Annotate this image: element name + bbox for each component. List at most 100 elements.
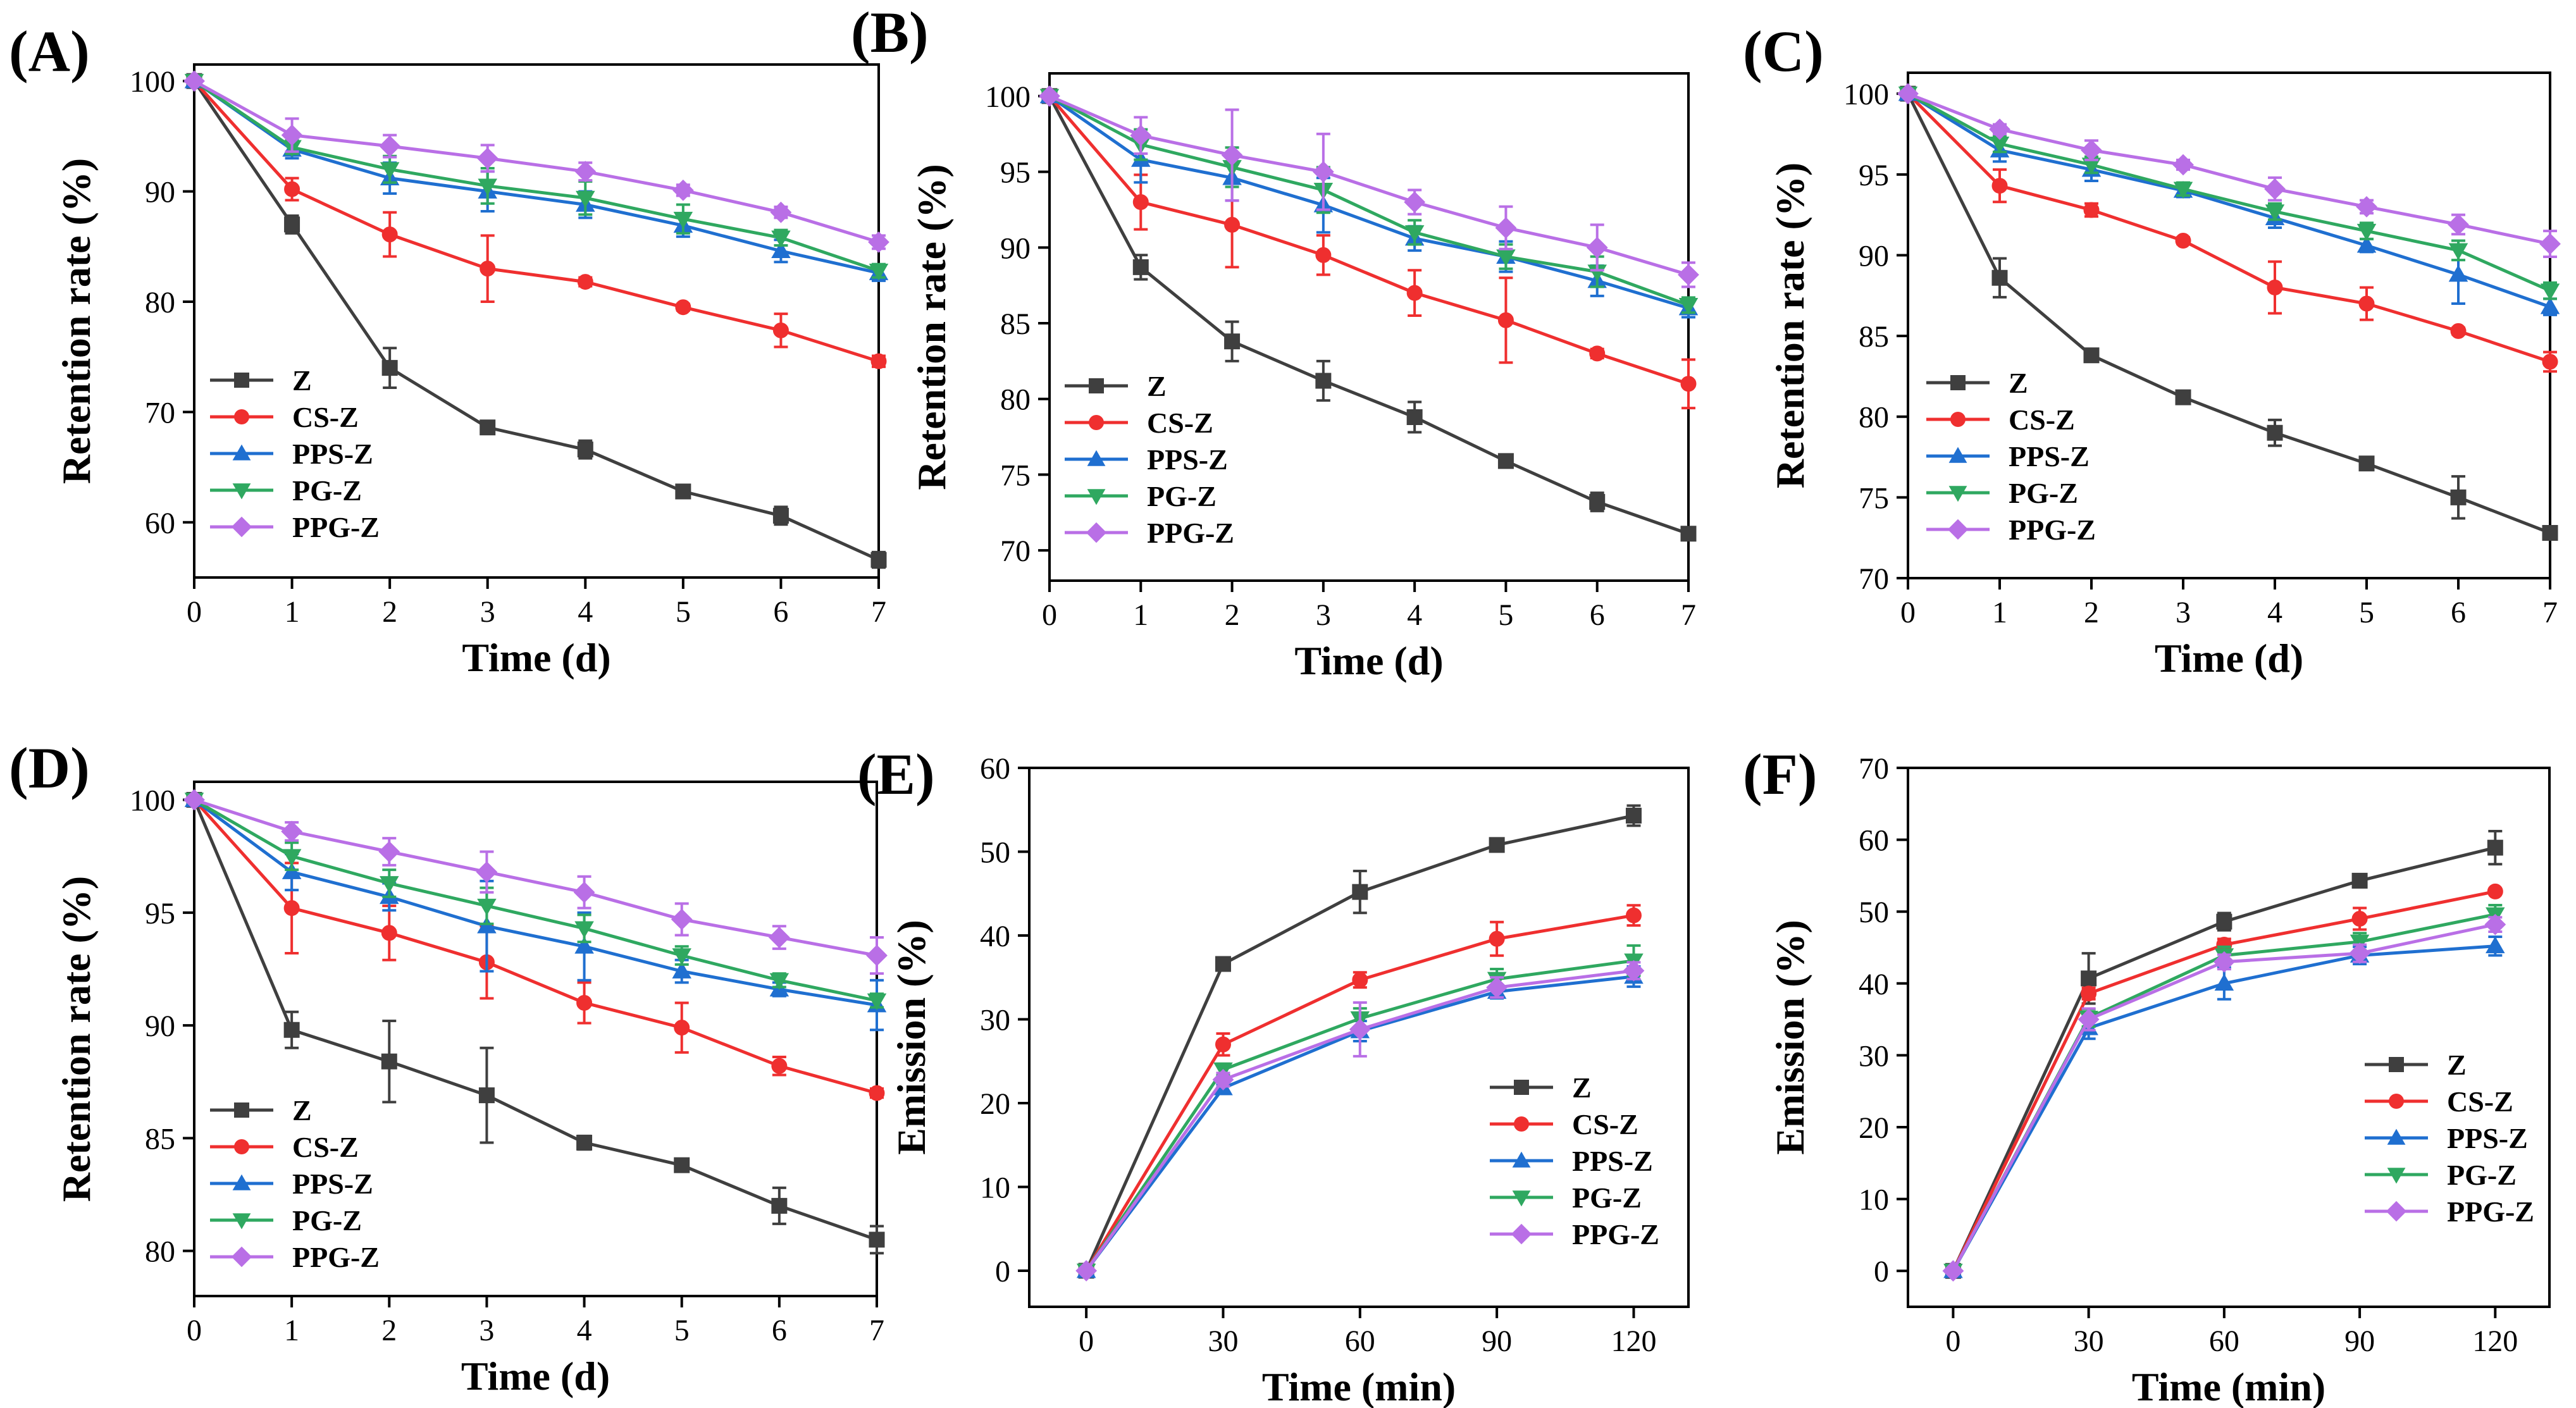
legend-item: PPG-Z <box>1065 517 1234 549</box>
legend-marker <box>1512 1190 1531 1207</box>
data-point <box>480 261 496 277</box>
x-tick-label: 2 <box>382 595 397 629</box>
legend-label: PPS-Z <box>1572 1145 1653 1177</box>
legend-item: CS-Z <box>1490 1108 1638 1140</box>
y-tick-label: 10 <box>1859 1183 1889 1217</box>
data-point <box>771 230 791 248</box>
y-tick-label: 40 <box>980 920 1010 953</box>
data-point <box>1352 884 1368 900</box>
series-line <box>193 798 877 1095</box>
legend-label: PPG-Z <box>1572 1218 1659 1251</box>
data-point <box>281 124 303 146</box>
data-point <box>866 944 888 966</box>
data-point <box>476 147 498 170</box>
data-point <box>2349 942 2370 964</box>
x-tick-label: 7 <box>2542 596 2558 629</box>
x-tick-label: 90 <box>2344 1325 2375 1358</box>
legend-marker <box>1512 1151 1531 1168</box>
data-point <box>381 925 397 941</box>
data-point <box>573 881 595 903</box>
y-tick-label: 0 <box>995 1255 1010 1288</box>
data-point <box>283 1022 300 1038</box>
series-line <box>1907 92 2551 309</box>
data-point <box>1352 972 1368 988</box>
data-point <box>2450 323 2467 339</box>
data-point <box>771 1058 788 1074</box>
data-point <box>574 936 594 954</box>
data-point <box>1991 269 2008 286</box>
legend-marker <box>234 373 249 388</box>
series-line <box>1907 92 2551 292</box>
data-point <box>2213 951 2235 973</box>
data-point <box>1215 1036 1231 1053</box>
chart-panel-b: (B) 0 1 2 3 4 5 6 7 70 75 80 85 90 95 100 Time (d) Retent… <box>851 0 1699 683</box>
x-tick-label: 0 <box>1079 1325 1094 1358</box>
y-tick-label: 90 <box>145 1010 175 1043</box>
legend-marker <box>232 1174 251 1190</box>
plot-frame <box>1907 71 2551 579</box>
legend-marker <box>1514 1080 1529 1095</box>
series-ppg-z <box>1075 960 1645 1281</box>
data-point <box>772 507 789 524</box>
legend-label: PPG-Z <box>292 1241 380 1273</box>
series-cs-z <box>1041 88 1697 410</box>
legend-marker <box>1087 489 1106 505</box>
series-line <box>193 80 879 273</box>
legend-marker <box>234 409 249 424</box>
data-point <box>1224 216 1241 233</box>
plot-frame <box>1907 767 2551 1308</box>
data-point <box>1221 144 1243 166</box>
panel-label: (C) <box>1743 19 1824 83</box>
data-point <box>574 921 594 939</box>
legend-label: PPG-Z <box>292 511 380 543</box>
series-ppg-z <box>183 70 889 253</box>
x-tick-label: 4 <box>2267 596 2282 629</box>
plot-frame <box>1048 72 1690 582</box>
y-tick-label: 60 <box>980 752 1010 786</box>
y-axis-label: Retention rate (%) <box>54 876 99 1202</box>
data-point <box>2487 883 2503 899</box>
data-point <box>2351 911 2368 927</box>
data-point <box>2450 489 2467 505</box>
series-line <box>1907 92 2551 246</box>
data-point <box>2448 264 2468 282</box>
y-tick-label: 75 <box>1000 459 1031 492</box>
y-tick-label: 95 <box>1859 159 1889 192</box>
data-point <box>1680 526 1697 542</box>
x-tick-label: 3 <box>480 595 495 629</box>
data-point <box>576 1135 593 1151</box>
data-point <box>1132 259 1149 275</box>
legend-label: PPS-Z <box>292 438 373 470</box>
data-point <box>478 1087 495 1104</box>
series-pg-z <box>1076 944 1644 1281</box>
x-tick-label: 2 <box>381 1314 397 1347</box>
data-point <box>1130 125 1152 147</box>
data-point <box>1989 118 2010 140</box>
legend-label: PPS-Z <box>2447 1122 2528 1154</box>
data-point <box>675 483 691 500</box>
data-point <box>2267 280 2283 296</box>
x-tick-label: 90 <box>1482 1325 1512 1358</box>
y-tick-label: 70 <box>1859 562 1889 596</box>
chart-panel-e: (E) 0 30 60 90 120 0 10 20 30 40 50 60 Time (min) Emis… <box>857 742 1690 1408</box>
series-pps-z <box>184 71 889 282</box>
x-tick-label: 3 <box>479 1314 494 1347</box>
data-point <box>2264 178 2286 200</box>
series-cs-z <box>1078 904 1642 1279</box>
data-point <box>283 900 300 917</box>
x-tick-label: 5 <box>2359 596 2374 629</box>
legend-label: CS-Z <box>292 401 359 433</box>
legend-label: Z <box>1572 1071 1592 1104</box>
legend-marker <box>1948 486 1967 502</box>
legend-marker <box>231 516 252 538</box>
x-tick-label: 120 <box>2472 1325 2518 1358</box>
data-point <box>2214 973 2234 991</box>
chart-panel-f: (F) 0 30 60 90 120 0 10 20 30 40 50 60 70 Time (min) Em… <box>1743 742 2551 1408</box>
y-tick-label: 30 <box>980 1004 1010 1037</box>
series-line <box>1952 846 2496 1272</box>
data-point <box>1075 1260 1098 1281</box>
x-tick-label: 4 <box>1407 598 1422 632</box>
y-tick-label: 100 <box>1843 78 1889 111</box>
series-line <box>192 80 880 562</box>
legend-item: PPG-Z <box>2365 1195 2534 1228</box>
